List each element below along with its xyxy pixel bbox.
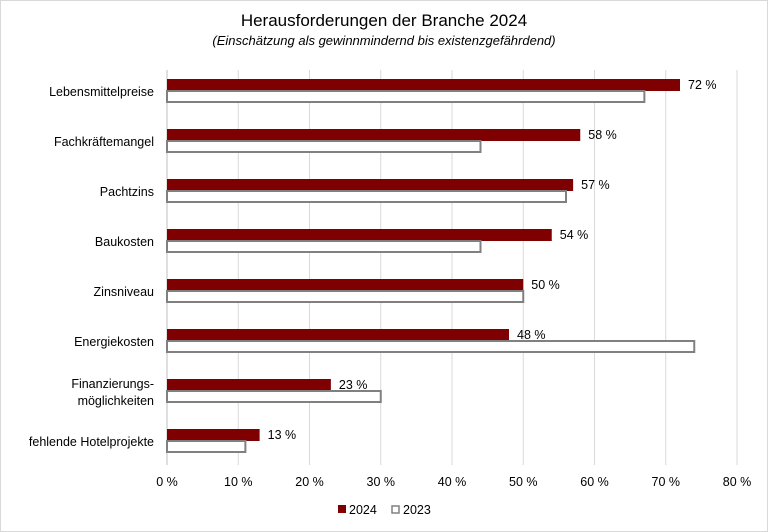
bar-2023 [166,140,482,153]
data-label: 23 % [339,378,368,392]
bar-2024 [167,229,552,241]
chart-title: Herausforderungen der Branche 2024 [240,11,528,30]
bar-2024 [167,379,331,391]
bar-2023 [166,440,247,453]
category-label: Finanzierungs- [71,377,154,391]
category-label: Lebensmittelpreise [49,85,154,99]
bar-2023 [166,90,646,103]
bar-2023 [166,190,567,203]
x-tick-label: 70 % [652,475,681,489]
x-tick-label: 40 % [438,475,467,489]
legend-label-2023: 2023 [403,503,431,517]
data-label: 58 % [588,128,617,142]
legend-label-2024: 2024 [349,503,377,517]
data-label: 48 % [517,328,546,342]
bar-2024 [167,329,509,341]
bar-2023 [166,390,382,403]
bar-2024 [167,129,581,141]
chart-subtitle: (Einschätzung als gewinnmindernd bis exi… [212,33,556,48]
legend-swatch-2023 [391,505,400,514]
bar-2023 [166,340,696,353]
x-tick-label: 30 % [367,475,396,489]
category-label: Fachkräftemangel [54,135,154,149]
data-label: 54 % [560,228,589,242]
data-label: 50 % [531,278,560,292]
bar-2023 [166,290,525,303]
category-label: Zinsniveau [94,285,154,299]
x-tick-label: 20 % [295,475,324,489]
bar-2024 [167,179,574,191]
data-label: 13 % [268,428,297,442]
bar-2024 [167,429,260,441]
bar-2024 [167,79,680,91]
data-label: 57 % [581,178,610,192]
x-tick-label: 0 % [156,475,178,489]
x-tick-label: 50 % [509,475,538,489]
category-label: fehlende Hotelprojekte [29,435,154,449]
category-label: Baukosten [95,235,154,249]
x-tick-label: 80 % [723,475,752,489]
category-label: möglichkeiten [78,394,154,408]
data-label: 72 % [688,78,717,92]
legend-swatch-2024 [338,505,346,513]
category-label: Pachtzins [100,185,154,199]
x-tick-label: 60 % [580,475,609,489]
bar-2023 [166,240,482,253]
x-tick-label: 10 % [224,475,253,489]
bar-2024 [167,279,524,291]
category-label: Energiekosten [74,335,154,349]
